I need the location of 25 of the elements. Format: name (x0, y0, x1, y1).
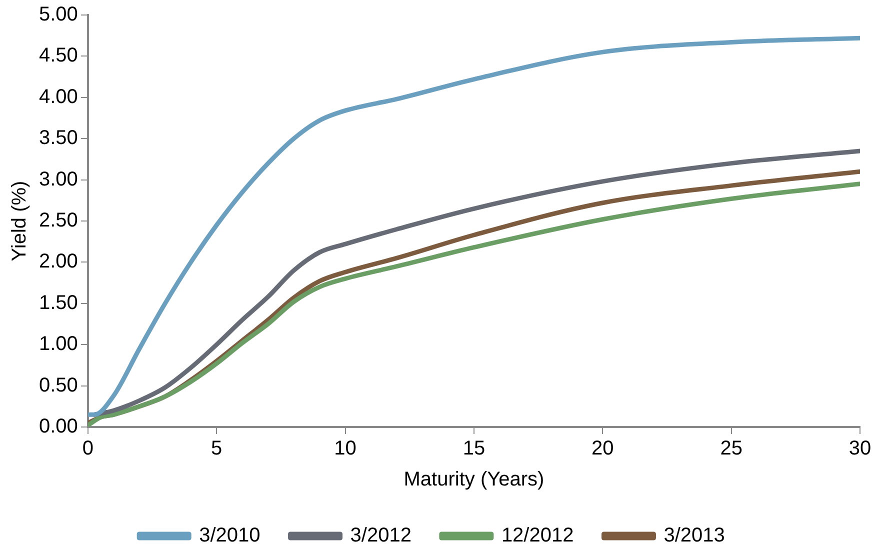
y-tick-label: 1.00 (38, 333, 78, 356)
x-tick-label: 0 (82, 438, 94, 460)
y-tick-label: 0.00 (38, 416, 78, 438)
x-tick-label: 20 (592, 438, 614, 460)
y-tick-label: 2.00 (38, 250, 78, 273)
y-tick-label: 5.00 (38, 4, 78, 26)
x-tick-label: 25 (720, 438, 742, 460)
legend-label: 12/2012 (501, 524, 574, 547)
x-tick-label: 10 (334, 438, 356, 460)
x-tick-label: 15 (462, 438, 486, 460)
x-axis-title: Maturity (Years) (404, 468, 544, 491)
y-tick-label: 3.50 (38, 127, 78, 150)
legend-label: 3/2010 (199, 524, 260, 547)
y-tick-label: 1.50 (38, 292, 78, 314)
y-tick-label: 4.00 (38, 86, 78, 108)
y-tick-label: 2.50 (38, 210, 78, 232)
y-tick-label: 4.50 (38, 44, 78, 67)
x-tick-label: 30 (848, 438, 872, 460)
y-axis-title: Yield (%) (8, 180, 31, 262)
y-tick-label: 0.50 (38, 374, 78, 396)
x-tick-label: 5 (211, 438, 222, 460)
legend-label: 3/2013 (664, 524, 725, 547)
line-series (88, 36, 860, 417)
y-tick-label: 3.00 (38, 168, 78, 190)
legend-label: 3/2012 (350, 524, 412, 547)
